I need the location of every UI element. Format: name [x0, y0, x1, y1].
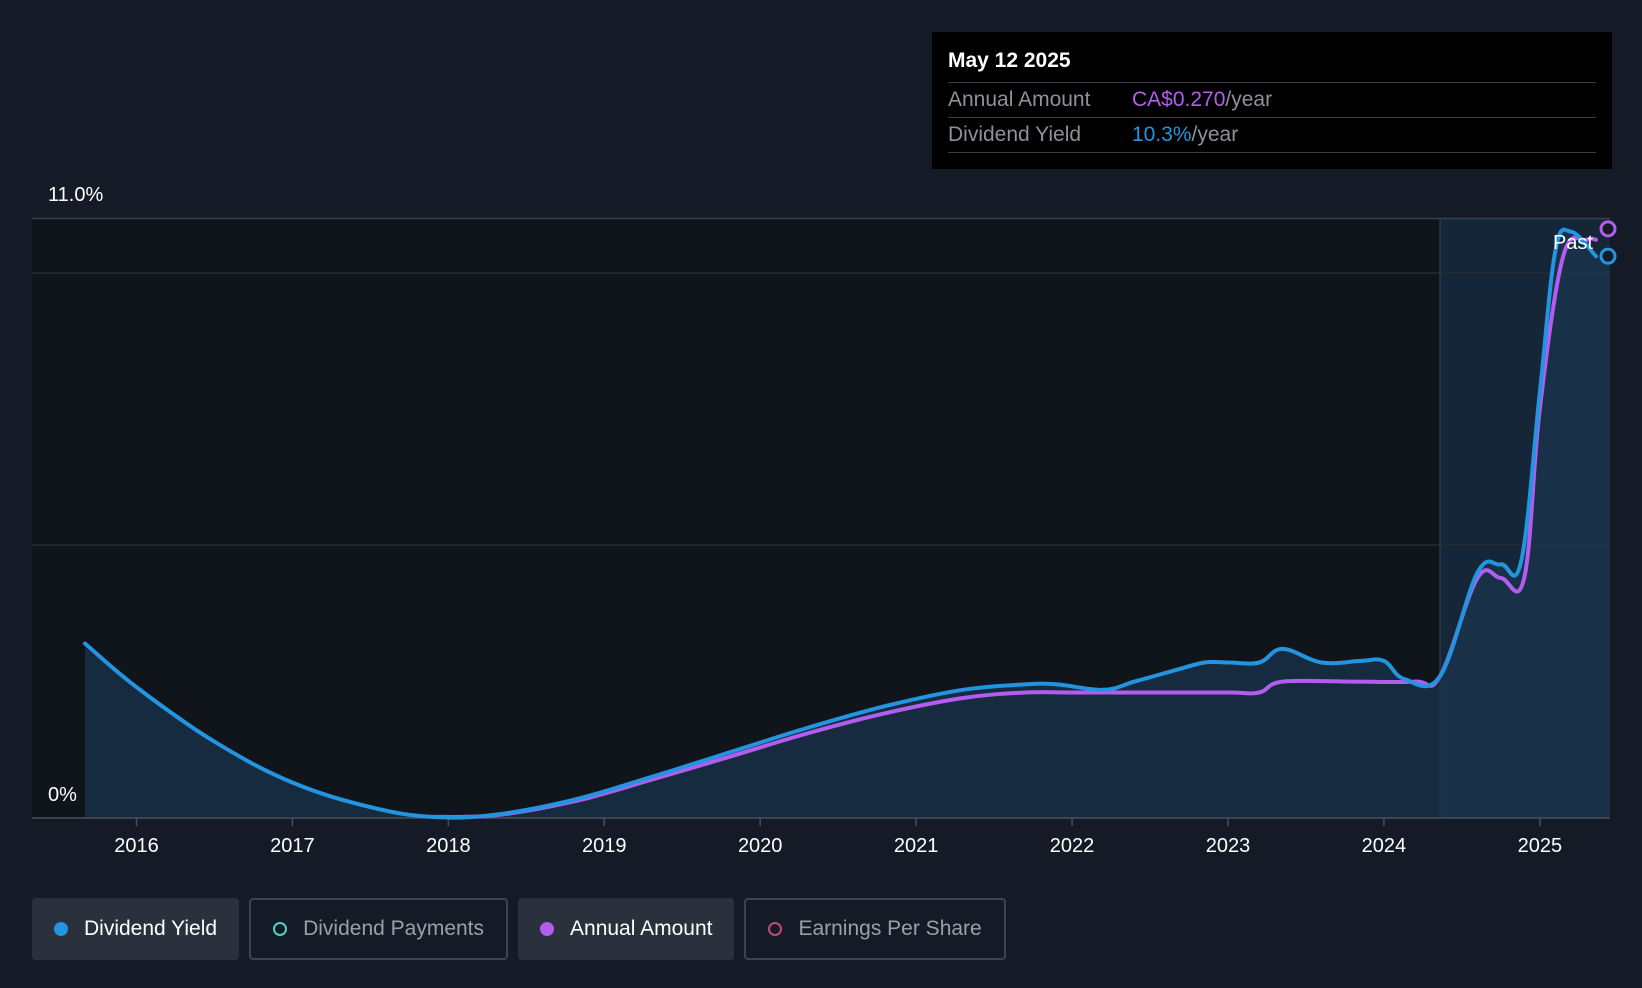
x-axis-tick-label: 2022	[1050, 835, 1095, 857]
dividend-yield-area	[85, 229, 1610, 818]
legend-label: Dividend Payments	[303, 917, 485, 940]
tooltip-label: Annual Amount	[948, 88, 1091, 111]
tooltip-row-dividend-yield: Dividend Yield 10.3% /year	[948, 118, 1596, 153]
x-axis-tick-label: 2020	[738, 835, 783, 857]
tooltip: May 12 2025 Annual Amount CA$0.270 /year…	[932, 32, 1612, 169]
x-axis-tick-label: 2019	[582, 835, 627, 857]
tooltip-date: May 12 2025	[948, 46, 1596, 83]
legend-dot-icon	[540, 922, 555, 936]
tooltip-unit: /year	[1225, 88, 1273, 111]
x-axis-tick-label: 2025	[1518, 835, 1563, 857]
past-label: Past	[1553, 232, 1593, 254]
tooltip-label: Dividend Yield	[948, 123, 1082, 146]
legend-dividend-payments-button[interactable]: Dividend Payments	[249, 898, 509, 960]
x-axis-tick-label: 2018	[426, 835, 471, 857]
legend-label: Earnings Per Share	[798, 917, 982, 940]
x-axis-tick-label: 2023	[1206, 835, 1251, 857]
tooltip-row-annual-amount: Annual Amount CA$0.270 /year	[948, 83, 1596, 118]
annual-amount-end-marker	[1599, 220, 1617, 238]
y-axis-max-label: 11.0%	[48, 184, 103, 206]
legend: Dividend Yield Dividend Payments Annual …	[32, 898, 1006, 960]
legend-ring-icon	[768, 922, 783, 936]
x-axis-tick-label: 2021	[894, 835, 939, 857]
x-axis-tick-label: 2016	[114, 835, 159, 857]
tooltip-value: 10.3%	[1132, 123, 1192, 146]
x-axis-tick-label: 2017	[270, 835, 315, 857]
legend-dividend-yield-button[interactable]: Dividend Yield	[32, 898, 240, 960]
legend-annual-amount-button[interactable]: Annual Amount	[518, 898, 735, 960]
x-axis-tick-label: 2024	[1362, 835, 1407, 857]
legend-label: Dividend Yield	[84, 917, 218, 940]
legend-label: Annual Amount	[570, 917, 713, 940]
annual-amount-line	[430, 235, 1598, 819]
y-axis-min-label: 0%	[48, 784, 77, 806]
legend-dot-icon	[54, 922, 68, 936]
dividend-yield-line	[83, 227, 1598, 820]
legend-ring-icon	[273, 922, 288, 936]
tooltip-value: CA$0.270	[1132, 88, 1226, 111]
dividend-yield-end-marker	[1599, 247, 1617, 265]
legend-earnings-per-share-button[interactable]: Earnings Per Share	[744, 898, 1006, 960]
tooltip-unit: /year	[1191, 123, 1239, 146]
